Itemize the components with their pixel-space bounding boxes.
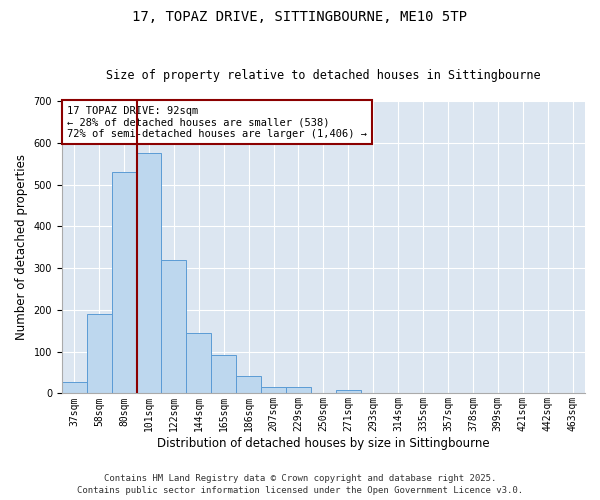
Bar: [62, 382, 86, 394]
Bar: [137, 154, 161, 394]
Text: 17 TOPAZ DRIVE: 92sqm
← 28% of detached houses are smaller (538)
72% of semi-det: 17 TOPAZ DRIVE: 92sqm ← 28% of detached …: [67, 106, 367, 139]
Bar: [236, 376, 261, 394]
Y-axis label: Number of detached properties: Number of detached properties: [15, 154, 28, 340]
X-axis label: Distribution of detached houses by size in Sittingbourne: Distribution of detached houses by size …: [157, 437, 490, 450]
Bar: [211, 355, 236, 394]
Text: Contains HM Land Registry data © Crown copyright and database right 2025.
Contai: Contains HM Land Registry data © Crown c…: [77, 474, 523, 495]
Title: Size of property relative to detached houses in Sittingbourne: Size of property relative to detached ho…: [106, 69, 541, 82]
Bar: [286, 387, 311, 394]
Bar: [86, 314, 112, 394]
Bar: [336, 390, 361, 394]
Bar: [112, 172, 137, 394]
Bar: [261, 387, 286, 394]
Bar: [187, 333, 211, 394]
Text: 17, TOPAZ DRIVE, SITTINGBOURNE, ME10 5TP: 17, TOPAZ DRIVE, SITTINGBOURNE, ME10 5TP: [133, 10, 467, 24]
Bar: [161, 260, 187, 394]
